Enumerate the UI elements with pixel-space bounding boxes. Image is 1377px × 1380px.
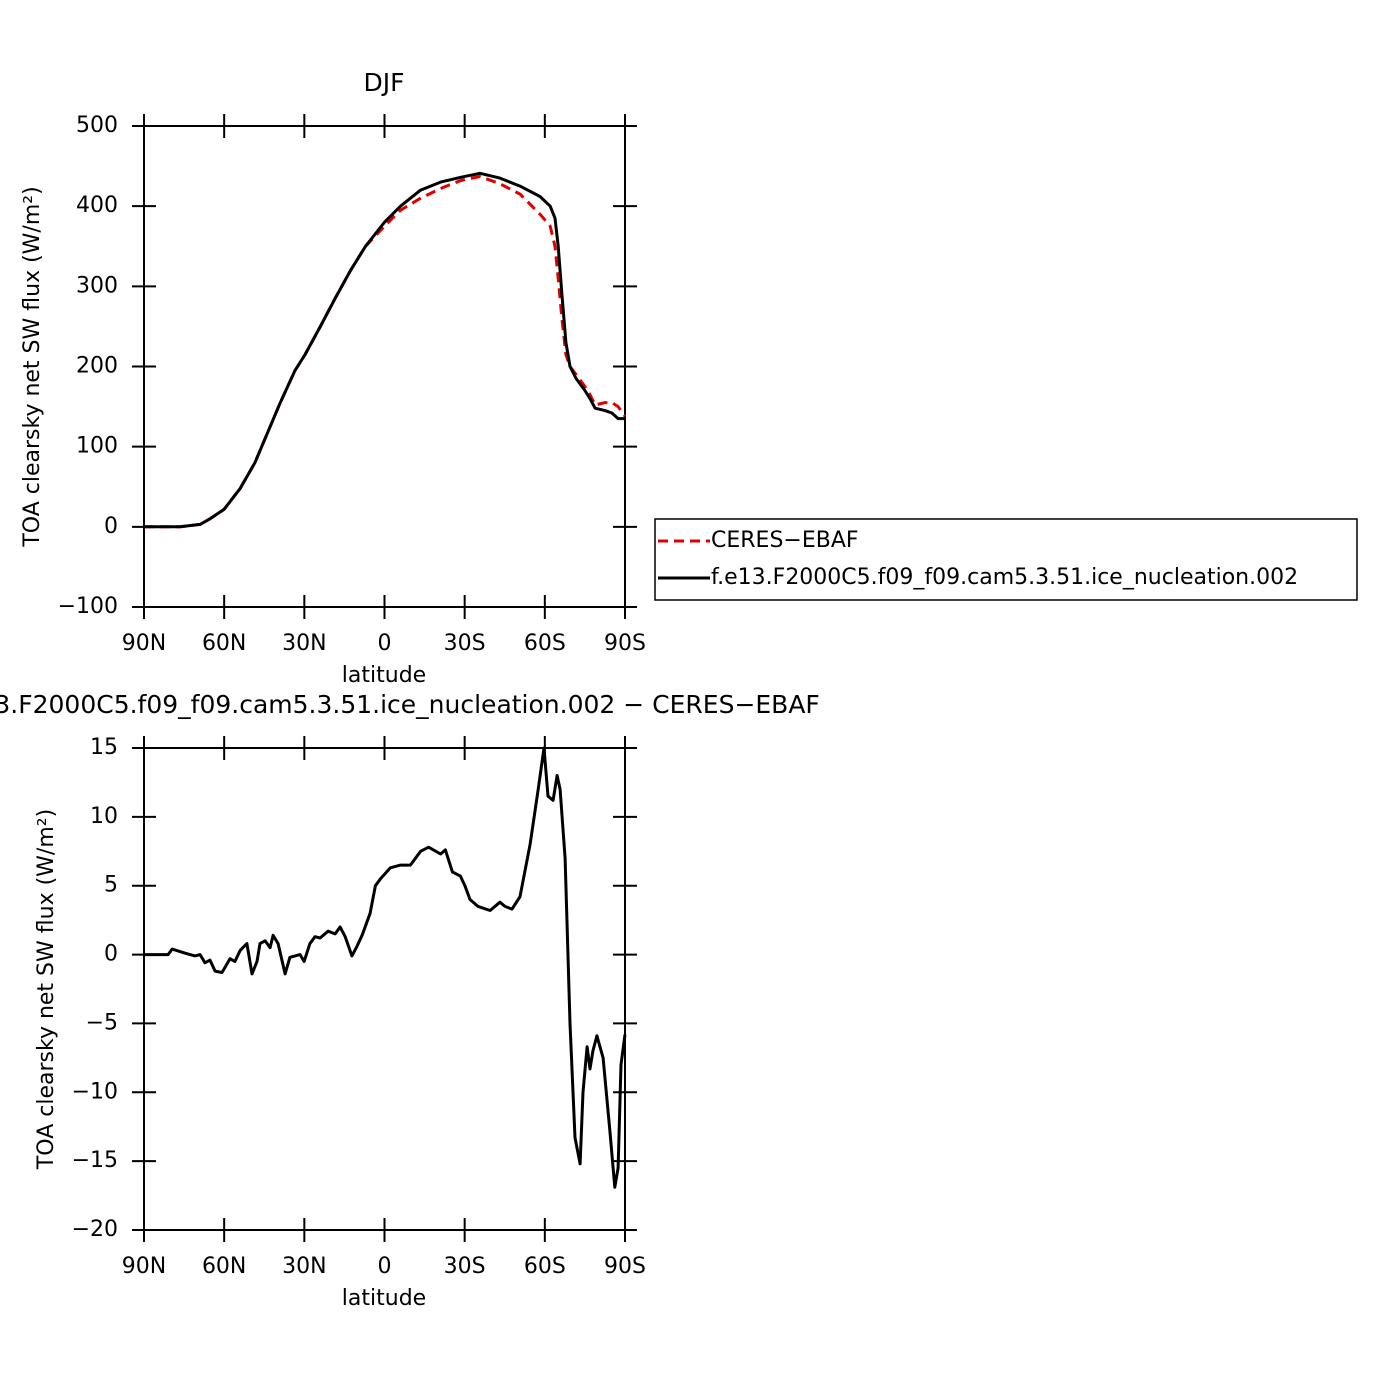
series-line [144,175,627,529]
x-tick-label: 0 [378,631,392,656]
y-tick-label: −100 [58,594,118,619]
chart-title: f.e13.F2000C5.f09_f09.cam5.3.51.ice_nucl… [0,690,820,719]
x-axis-label: latitude [342,663,426,688]
x-tick-label: 90S [604,1254,646,1279]
x-tick-label: 60S [524,631,566,656]
y-tick-label: −10 [72,1079,118,1104]
legend-label: f.e13.F2000C5.f09_f09.cam5.3.51.ice_nucl… [711,565,1298,590]
y-tick-label: 100 [76,434,118,459]
x-tick-label: 60S [524,1254,566,1279]
x-tick-label: 90N [122,631,166,656]
y-tick-label: 15 [90,735,118,760]
y-tick-label: 400 [76,193,118,218]
y-axis-label: TOA clearsky net SW flux (W/m²) [34,809,59,1170]
chart-title: DJF [363,68,404,97]
x-tick-label: 0 [378,1254,392,1279]
y-tick-label: −20 [72,1217,118,1242]
plot-frame [143,125,626,608]
x-tick-label: 90S [604,631,646,656]
x-axis-label: latitude [342,1286,426,1311]
y-tick-label: −15 [72,1148,118,1173]
plot-frame [143,747,626,1231]
y-tick-label: 0 [104,942,118,967]
x-tick-label: 30S [444,1254,486,1279]
series-line [144,171,625,529]
y-tick-label: 10 [90,804,118,829]
y-tick-label: −5 [86,1010,118,1035]
series-line [144,746,627,1189]
y-tick-label: 200 [76,354,118,379]
x-tick-label: 60N [202,631,246,656]
y-tick-label: 500 [76,113,118,138]
legend-label: CERES−EBAF [711,528,859,553]
x-tick-label: 90N [122,1254,166,1279]
x-tick-label: 30N [282,631,326,656]
y-tick-label: 5 [104,873,118,898]
legend-box [654,518,1358,601]
y-tick-label: 300 [76,273,118,298]
y-axis-label: TOA clearsky net SW flux (W/m²) [20,186,45,547]
x-tick-label: 30N [282,1254,326,1279]
x-tick-label: 60N [202,1254,246,1279]
y-tick-label: 0 [104,514,118,539]
x-tick-label: 30S [444,631,486,656]
